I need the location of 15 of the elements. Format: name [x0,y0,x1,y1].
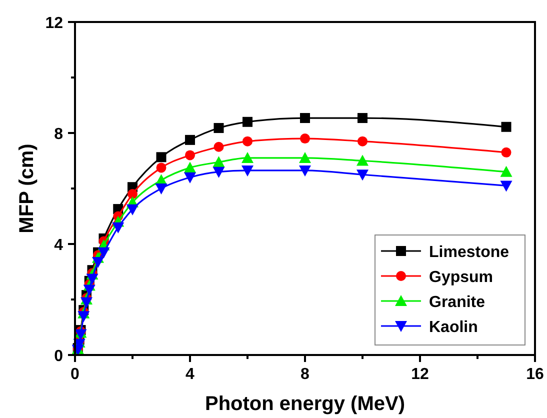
legend-label: Granite [429,294,486,311]
y-tick-label: 0 [54,348,64,365]
x-tick-label: 12 [411,366,429,383]
legend-label: Limestone [429,244,510,261]
x-axis-title: Photon energy (MeV) [204,393,406,415]
x-tick-label: 16 [526,366,544,383]
x-tick-label: 0 [70,366,80,383]
y-tick-label: 8 [54,126,64,143]
legend-label: Kaolin [429,319,478,336]
x-tick-label: 4 [186,366,195,383]
y-tick-label: 12 [45,15,64,32]
y-tick-label: 4 [54,237,64,254]
legend-label: Gypsum [429,269,494,286]
x-tick-label: 8 [300,366,310,383]
y-axis-title: MFP (cm) [16,144,38,234]
